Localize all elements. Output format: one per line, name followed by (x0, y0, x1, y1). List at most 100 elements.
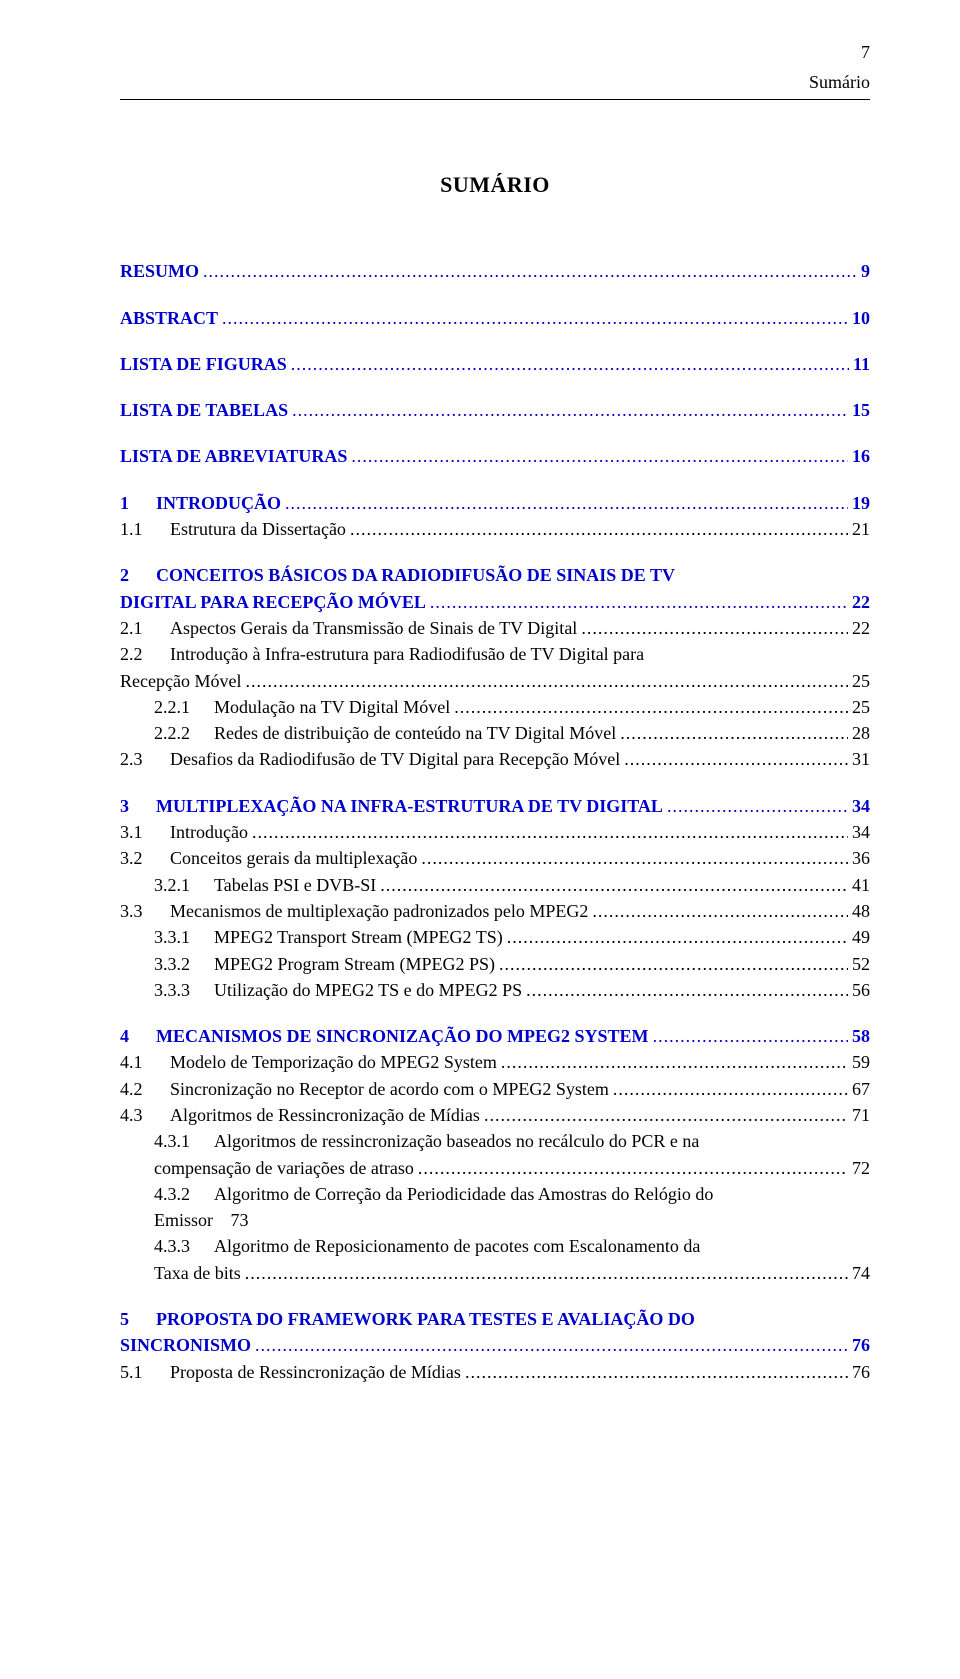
toc-entry-page: 67 (848, 1077, 870, 1101)
toc-leader-dots: ........................................… (484, 1103, 848, 1127)
toc-entry-text: MPEG2 Program Stream (MPEG2 PS) (214, 954, 495, 974)
toc-leader-dots: ........................................… (203, 259, 857, 283)
toc-entry-number: 3.3.1 (154, 925, 214, 949)
toc-leader-dots: ........................................… (613, 1077, 848, 1101)
toc-leader-dots: ........................................… (255, 1333, 848, 1357)
toc-leader-dots: ........................................… (430, 590, 848, 614)
toc-entry: 3.1Introdução...........................… (120, 820, 870, 844)
toc-entry-number: 3.3.3 (154, 978, 214, 1002)
toc-entry: 3.3Mecanismos de multiplexação padroniza… (120, 899, 870, 923)
toc-entry: 3MULTIPLEXAÇÃO NA INFRA-ESTRUTURA DE TV … (120, 794, 870, 818)
toc-entry-page: 76 (848, 1333, 870, 1357)
toc-entry-number: 2.2 (120, 642, 170, 666)
toc-container: RESUMO..................................… (120, 259, 870, 1384)
toc-entry-text: Proposta de Ressincronização de Mídias (170, 1362, 461, 1382)
toc-entry-number: 3.1 (120, 820, 170, 844)
toc-leader-dots: ........................................… (653, 1024, 848, 1048)
toc-leader-dots: ........................................… (667, 794, 848, 818)
toc-entry-text: Aspectos Gerais da Transmissão de Sinais… (170, 618, 577, 638)
toc-entry-page: 41 (848, 873, 870, 897)
toc-entry-label: 3.3Mecanismos de multiplexação padroniza… (120, 899, 592, 923)
toc-entry-text: CONCEITOS BÁSICOS DA RADIODIFUSÃO DE SIN… (156, 565, 675, 585)
toc-entry-label: 3.2.1Tabelas PSI e DVB-SI (154, 873, 380, 897)
toc-entry-number: 2 (120, 563, 156, 587)
toc-entry-label: 4.1Modelo de Temporização do MPEG2 Syste… (120, 1050, 501, 1074)
toc-entry: 4.2Sincronização no Receptor de acordo c… (120, 1077, 870, 1101)
toc-entry-label: RESUMO (120, 259, 203, 283)
toc-entry-page: 34 (848, 820, 870, 844)
toc-entry-page: 34 (848, 794, 870, 818)
toc-entry-label: 4MECANISMOS DE SINCRONIZAÇÃO DO MPEG2 SY… (120, 1024, 653, 1048)
toc-entry-label: 3.2Conceitos gerais da multiplexação (120, 846, 421, 870)
toc-leader-dots: ........................................… (222, 306, 848, 330)
toc-entry: 2.3Desafios da Radiodifusão de TV Digita… (120, 747, 870, 771)
toc-entry-number: 4 (120, 1024, 156, 1048)
toc-entry-page: 11 (849, 352, 870, 376)
toc-leader-dots: ........................................… (421, 846, 848, 870)
toc-entry: 2.2.2Redes de distribuição de conteúdo n… (120, 721, 870, 745)
toc-entry-label: 2.2.2Redes de distribuição de conteúdo n… (154, 721, 620, 745)
toc-entry-label: 5PROPOSTA DO FRAMEWORK PARA TESTES E AVA… (120, 1307, 699, 1331)
toc-entry: 3.3.2MPEG2 Program Stream (MPEG2 PS)....… (120, 952, 870, 976)
toc-leader-dots: ........................................… (380, 873, 848, 897)
toc-entry-page: 72 (848, 1156, 870, 1180)
toc-entry: 1.1Estrutura da Dissertação.............… (120, 517, 870, 541)
toc-entry: 2CONCEITOS BÁSICOS DA RADIODIFUSÃO DE SI… (120, 563, 870, 614)
toc-entry-label: 4.3Algoritmos de Ressincronização de Míd… (120, 1103, 484, 1127)
toc-entry-text: PROPOSTA DO FRAMEWORK PARA TESTES E AVAL… (156, 1309, 695, 1329)
toc-entry-page: 28 (848, 721, 870, 745)
toc-entry-page: 36 (848, 846, 870, 870)
toc-entry: 4.3.2Algoritmo de Correção da Periodicid… (120, 1182, 870, 1233)
toc-leader-dots: ........................................… (501, 1050, 848, 1074)
toc-entry-page: 16 (848, 444, 870, 468)
toc-entry-text-continued: Taxa de bits (154, 1261, 245, 1285)
toc-entry-number: 2.2.2 (154, 721, 214, 745)
toc-entry-number: 1.1 (120, 517, 170, 541)
toc-entry-label: 4.3.2Algoritmo de Correção da Periodicid… (154, 1182, 717, 1206)
toc-entry-text: Tabelas PSI e DVB-SI (214, 875, 376, 895)
toc-entry-text: Algoritmos de Ressincronização de Mídias (170, 1105, 480, 1125)
toc-entry-number: 4.3.1 (154, 1129, 214, 1153)
toc-entry-number: 3.3.2 (154, 952, 214, 976)
toc-entry: 4.3Algoritmos de Ressincronização de Míd… (120, 1103, 870, 1127)
toc-entry-number: 4.3.2 (154, 1182, 214, 1206)
toc-entry-text-continued: DIGITAL PARA RECEPÇÃO MÓVEL (120, 590, 430, 614)
toc-leader-dots: ........................................… (245, 669, 848, 693)
toc-entry-number: 3.2.1 (154, 873, 214, 897)
toc-leader-dots: ........................................… (245, 1261, 848, 1285)
toc-entry-page: 58 (848, 1024, 870, 1048)
toc-entry-label: LISTA DE FIGURAS (120, 352, 291, 376)
toc-entry-page: 71 (848, 1103, 870, 1127)
toc-entry-page: 74 (848, 1261, 870, 1285)
toc-entry-text: LISTA DE ABREVIATURAS (120, 446, 347, 466)
toc-entry-text: MULTIPLEXAÇÃO NA INFRA-ESTRUTURA DE TV D… (156, 796, 663, 816)
toc-entry-text: Sincronização no Receptor de acordo com … (170, 1079, 609, 1099)
toc-entry-text-continued: compensação de variações de atraso (154, 1156, 418, 1180)
toc-leader-dots: ........................................… (499, 952, 848, 976)
toc-entry-page: 48 (848, 899, 870, 923)
toc-entry: LISTA DE ABREVIATURAS...................… (120, 444, 870, 468)
toc-entry: LISTA DE TABELAS........................… (120, 398, 870, 422)
toc-entry-page: 59 (848, 1050, 870, 1074)
toc-entry-number: 2.2.1 (154, 695, 214, 719)
toc-entry-number: 4.2 (120, 1077, 170, 1101)
toc-leader-dots: ........................................… (507, 925, 848, 949)
toc-entry-text: Utilização do MPEG2 TS e do MPEG2 PS (214, 980, 522, 1000)
toc-entry-label: 5.1Proposta de Ressincronização de Mídia… (120, 1360, 465, 1384)
toc-entry-label: 2.3Desafios da Radiodifusão de TV Digita… (120, 747, 624, 771)
toc-entry-text: Algoritmos de ressincronização baseados … (214, 1131, 699, 1151)
toc-entry: 3.3.1MPEG2 Transport Stream (MPEG2 TS)..… (120, 925, 870, 949)
toc-entry-text: LISTA DE TABELAS (120, 400, 288, 420)
toc-entry-number: 1 (120, 491, 156, 515)
toc-entry-page: 25 (848, 695, 870, 719)
toc-entry-text: RESUMO (120, 261, 199, 281)
running-head: Sumário (120, 70, 870, 99)
toc-entry: 4.3.3Algoritmo de Reposicionamento de pa… (120, 1234, 870, 1285)
toc-entry: ABSTRACT................................… (120, 306, 870, 330)
toc-leader-dots: ........................................… (465, 1360, 848, 1384)
toc-entry-page: 25 (848, 669, 870, 693)
toc-entry-page: 22 (848, 616, 870, 640)
toc-entry-page: 19 (848, 491, 870, 515)
toc-entry-label: 3MULTIPLEXAÇÃO NA INFRA-ESTRUTURA DE TV … (120, 794, 667, 818)
toc-entry-number: 4.1 (120, 1050, 170, 1074)
